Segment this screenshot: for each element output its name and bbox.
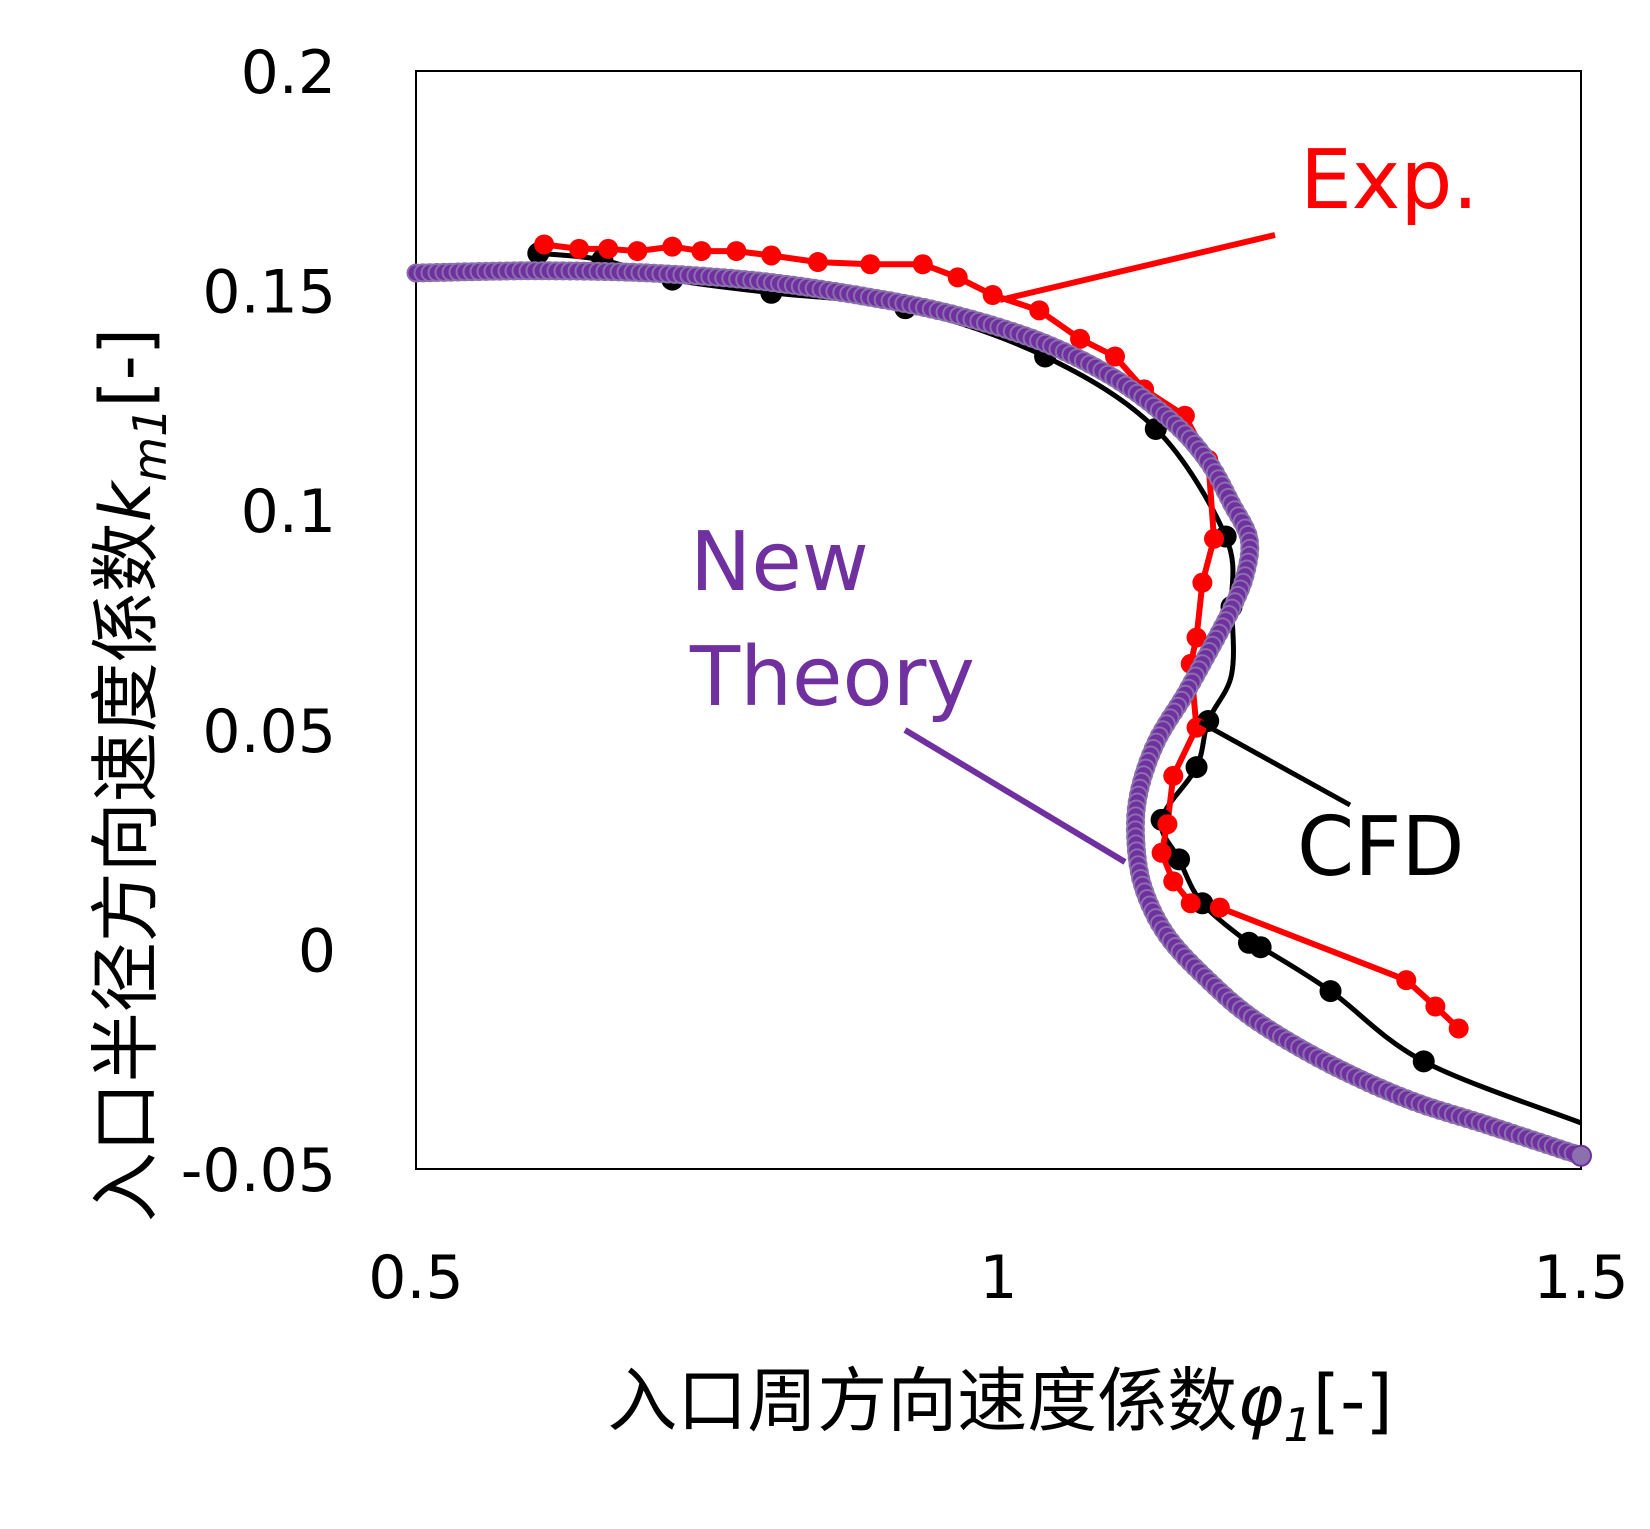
exp-point	[1209, 897, 1230, 918]
exp-point	[534, 234, 555, 255]
x-tick-label: 1.5	[1533, 1243, 1628, 1313]
series-markers	[406, 234, 1592, 1167]
x-tick-label: 1	[979, 1243, 1017, 1313]
annotation-new-line1: New	[690, 515, 869, 610]
exp-point	[1425, 996, 1446, 1017]
exp-point	[1070, 328, 1091, 349]
y-tick-label: 0.2	[241, 38, 336, 108]
exp-point	[1163, 765, 1184, 786]
exp-point	[1448, 1018, 1469, 1039]
x-axis-title-unit: [-]	[1313, 1360, 1393, 1442]
y-tick-label: -0.05	[181, 1136, 336, 1206]
exp-point	[1105, 346, 1125, 367]
exp-point	[1192, 572, 1213, 593]
y-axis-ticks: 0.2 0.15 0.1 0.05 0 -0.05	[181, 38, 336, 1206]
exp-point	[1163, 871, 1184, 892]
y-axis-title-unit: [-]	[85, 328, 167, 408]
plot-area	[415, 70, 1582, 1170]
exp-point	[1151, 842, 1172, 863]
exp-point	[912, 254, 933, 275]
x-axis-ticks: 0.5 1 1.5	[368, 1243, 1628, 1313]
y-tick-label: 0.15	[202, 258, 336, 328]
exp-point	[598, 238, 619, 259]
exp-point	[947, 267, 968, 288]
x-axis-title-symbol: φ	[1237, 1360, 1283, 1442]
y-axis-title-symbol: k	[85, 479, 167, 522]
annotation-exp: Exp.	[1300, 133, 1478, 228]
exp-point	[761, 245, 782, 266]
y-tick-label: 0.1	[241, 477, 336, 547]
leader-line-exp	[999, 232, 1276, 303]
exp-point	[726, 241, 747, 262]
exp-point	[691, 241, 712, 262]
y-axis-title: 入口半径方向速度係数km1[-]	[85, 328, 177, 1223]
annotation-cfd: CFD	[1297, 800, 1465, 895]
exp-point	[1180, 893, 1201, 914]
exp-point	[1204, 528, 1225, 549]
exp-point	[569, 238, 590, 259]
y-axis-title-base: 入口半径方向速度係数	[85, 522, 167, 1222]
exp-point	[807, 252, 828, 273]
exp-point	[1396, 970, 1417, 991]
cfd-point	[1319, 980, 1342, 1003]
x-axis-title-subscript: 1	[1284, 1398, 1313, 1452]
exp-point	[1029, 300, 1050, 321]
series-line-cfd	[538, 250, 1582, 1126]
y-tick-label: 0.05	[202, 697, 336, 767]
leader-line-cfd	[1198, 719, 1352, 808]
x-axis-title-base: 入口周方向速度係数	[607, 1360, 1237, 1442]
cfd-point	[1168, 848, 1191, 871]
annotation-new-line2: Theory	[689, 630, 975, 725]
y-tick-label: 0	[298, 916, 336, 986]
exp-point	[627, 241, 648, 262]
exp-point	[982, 284, 1003, 305]
exp-point	[860, 254, 881, 275]
x-tick-label: 0.5	[368, 1243, 463, 1313]
exp-point	[1186, 717, 1207, 738]
exp-point	[1157, 814, 1178, 835]
cfd-point	[1412, 1050, 1435, 1073]
exp-point	[662, 236, 683, 257]
cfd-point	[1249, 936, 1272, 959]
y-axis-title-subscript: m1	[123, 408, 177, 482]
leader-line-new-theory	[903, 727, 1127, 865]
x-axis-title: 入口周方向速度係数φ1[-]	[607, 1360, 1392, 1452]
new-theory-point	[1570, 1144, 1592, 1167]
exp-point	[1186, 627, 1207, 648]
cfd-point	[1185, 756, 1208, 779]
leader-lines	[903, 232, 1352, 865]
